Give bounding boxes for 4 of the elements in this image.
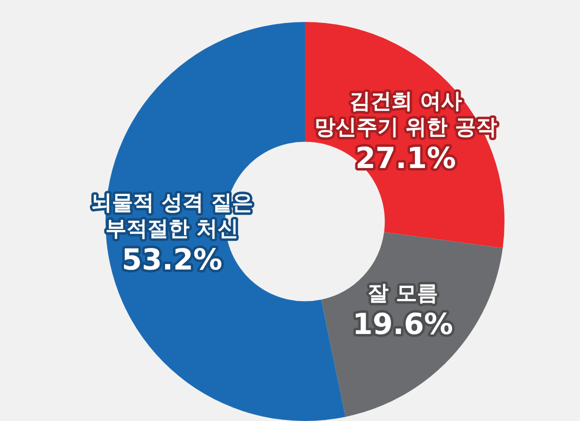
data-label: 53.2% <box>122 242 222 277</box>
data-label: 27.1% <box>355 141 456 176</box>
data-label: 19.6% <box>352 307 454 342</box>
slice-label: 잘 모름 <box>368 281 438 306</box>
